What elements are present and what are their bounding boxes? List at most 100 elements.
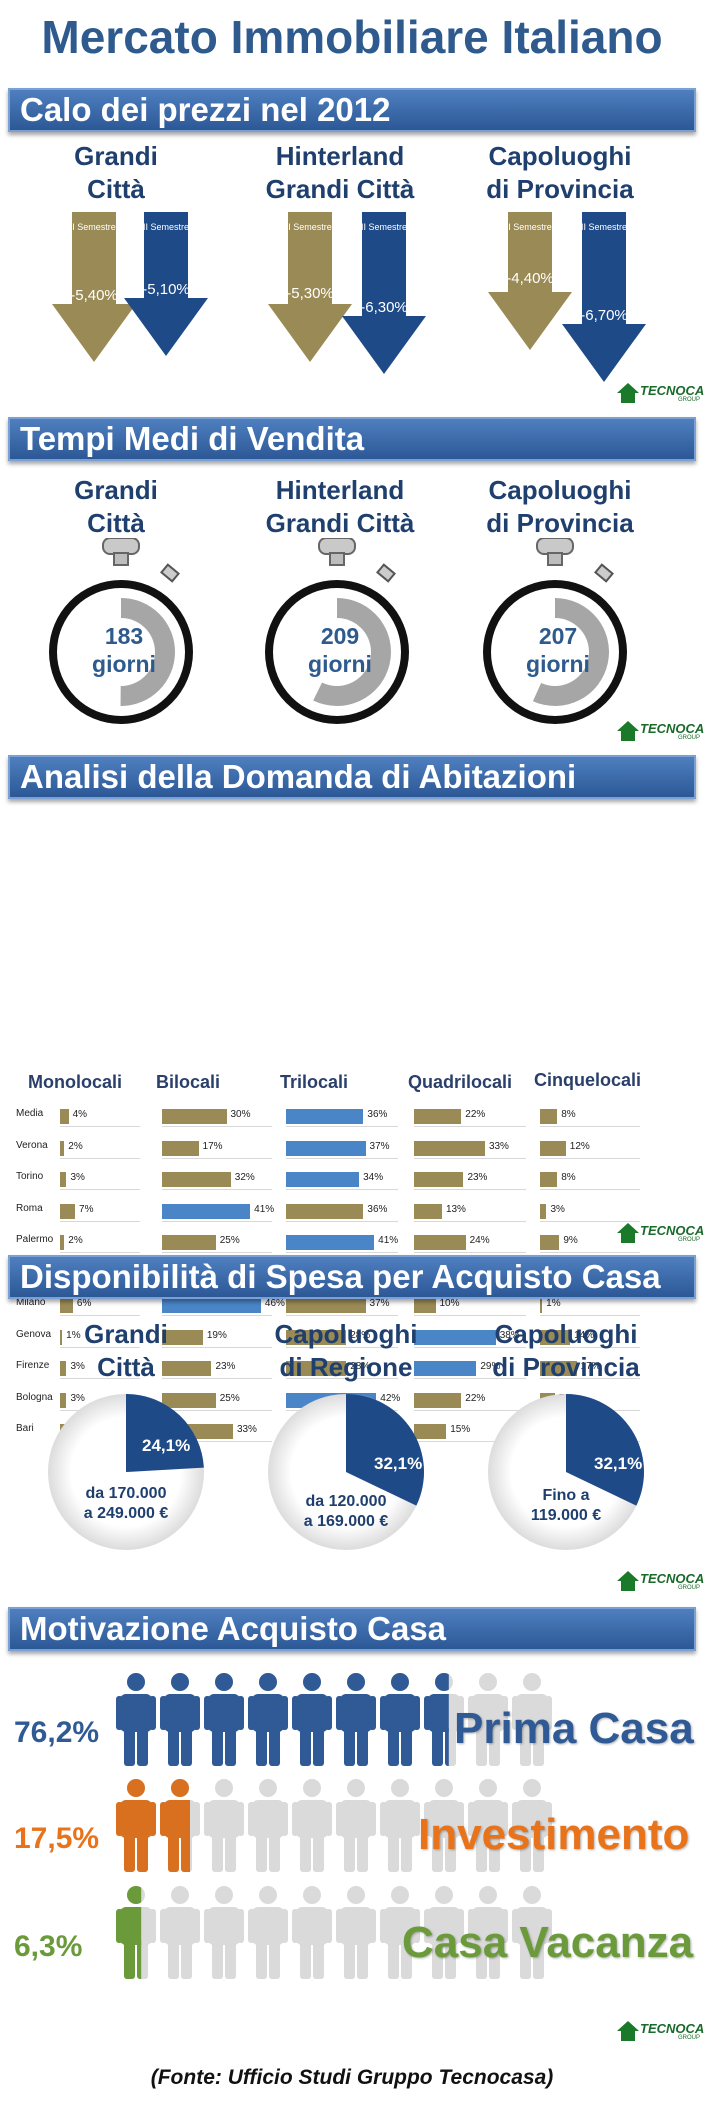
tecnocasa-logo: TECNOCASAGROUP [616, 718, 704, 744]
prezzi-g1-s2-arrow [124, 212, 208, 356]
domanda-bar-label: 3% [550, 1203, 565, 1215]
domanda-city-label: Bari [16, 1423, 34, 1434]
motivazione-investimento-percent: 17,5% [14, 1822, 100, 1855]
prezzi-g3-s1-label: I Semestre [508, 222, 552, 232]
domanda-city-label: Genova [16, 1328, 52, 1340]
domanda-bar-label: 9% [563, 1235, 578, 1246]
domanda-bar [162, 1109, 227, 1124]
domanda-bar-label: 42% [380, 1392, 401, 1404]
domanda-bar-label: 6% [76, 1298, 92, 1309]
person-icon [424, 1673, 464, 1766]
prezzi-g1-s1-value: -5,40% [70, 287, 118, 304]
prezzi-g3-s1-arrow [488, 212, 572, 350]
domanda-bar [540, 1235, 560, 1250]
domanda-row-track [540, 1189, 640, 1190]
domanda-bar [540, 1172, 558, 1187]
domanda-bar-label: 17% [580, 1361, 601, 1372]
spesa-g1-percent: 24,1% [142, 1436, 191, 1455]
domanda-bar [414, 1203, 442, 1219]
domanda-row-track [540, 1126, 640, 1127]
person-icon [116, 1886, 156, 1979]
domanda-bar [414, 1298, 436, 1313]
motivazione-prima-label: Prima Casa [454, 1704, 694, 1753]
domanda-bar-label: 25% [219, 1392, 240, 1404]
spesa-pie-3 [488, 1394, 644, 1550]
stopwatch-icon [265, 538, 409, 724]
domanda-category-label: Cinquelocali [534, 1070, 642, 1090]
domanda-city-label: Bologna [16, 1391, 53, 1403]
domanda-bar-label: 23% [215, 1361, 236, 1372]
domanda-row-track [540, 1346, 640, 1348]
person-icon [248, 1673, 288, 1766]
domanda-bar [414, 1329, 496, 1345]
domanda-bar-label: 10% [439, 1298, 460, 1309]
domanda-category-label: Monolocali [28, 1072, 122, 1092]
domanda-bar-label: 15% [450, 1424, 471, 1435]
domanda-row-track [162, 1189, 272, 1190]
domanda-bar-label: 34% [363, 1172, 384, 1183]
domanda-row-track [60, 1126, 140, 1127]
house-logo-icon [617, 721, 639, 741]
domanda-row-track [162, 1409, 272, 1411]
domanda-bar [540, 1109, 558, 1124]
domanda-row-track [540, 1378, 640, 1379]
domanda-bar-label: 8% [561, 1109, 576, 1120]
domanda-bar-label: 29% [480, 1361, 501, 1372]
motivazione-investimento-label: Investimento [418, 1810, 690, 1859]
tempi-g3-days: 207 giorni [526, 623, 590, 677]
prezzi-g2-s1-arrow [268, 212, 352, 362]
domanda-row-track [414, 1441, 526, 1442]
person-icon [292, 1673, 332, 1766]
domanda-bar [60, 1392, 67, 1408]
domanda-city-label: Media [16, 1108, 44, 1119]
domanda-bar-label: 28% [350, 1329, 371, 1341]
domanda-bar [60, 1361, 67, 1376]
house-logo-icon [617, 1223, 639, 1243]
person-icon [160, 1673, 200, 1766]
domanda-bar [60, 1298, 73, 1313]
domanda-bar-label: 32% [234, 1172, 255, 1183]
domanda-bar-label: 3% [70, 1172, 85, 1183]
domanda-row-track [414, 1189, 526, 1190]
domanda-bar-label: 22% [465, 1392, 486, 1404]
domanda-bar [162, 1329, 203, 1345]
spesa-pie-2 [268, 1394, 424, 1550]
prezzi-g3-s1-value: -4,40% [506, 270, 554, 287]
stopwatch-icon [49, 538, 193, 724]
domanda-bar-label: 33% [236, 1424, 257, 1435]
spesa-group-2-title: Capoluoghi di Regione [274, 1319, 418, 1382]
prezzi-group-3-title: Capoluoghi di Provincia [486, 141, 634, 204]
section-motivazione-banner: Motivazione Acquisto Casa [8, 1607, 696, 1651]
spesa-group-1-title: Grandi Città [84, 1319, 168, 1382]
tempi-group-2-title: Hinterland Grandi Città [265, 475, 415, 538]
domanda-row-track [286, 1157, 398, 1159]
person-icon [468, 1886, 508, 1979]
person-icon [116, 1779, 156, 1872]
spesa-g2-range: da 120.000 a 169.000 € [303, 1493, 389, 1530]
house-logo-icon [617, 383, 639, 403]
domanda-bar-label: 19% [206, 1329, 227, 1341]
motivazione-prima-percent: 76,2% [14, 1716, 100, 1749]
domanda-row-track [162, 1252, 272, 1253]
domanda-city-label: Torino [16, 1171, 44, 1182]
domanda-bar [540, 1329, 571, 1345]
person-icon [512, 1886, 552, 1979]
domanda-category-label: Quadrilocali [408, 1072, 513, 1092]
domanda-bar-label: 41% [254, 1203, 275, 1215]
prezzi-group-1-title: Grandi Città [74, 141, 158, 204]
domanda-city-label: Verona [16, 1139, 48, 1151]
domanda-bar [60, 1140, 65, 1156]
domanda-bar [162, 1172, 231, 1187]
domanda-bar-label: 23% [467, 1172, 488, 1183]
domanda-category-label: Trilocali [280, 1072, 349, 1092]
section-spesa-banner: Disponibilità di Spesa per Acquisto Casa [8, 1255, 696, 1299]
person-icon [424, 1779, 464, 1872]
domanda-bar-label: 2% [68, 1140, 83, 1152]
domanda-row-track [60, 1315, 140, 1316]
domanda-bar-label: 28% [350, 1361, 371, 1372]
domanda-city-label: Palermo [16, 1234, 54, 1245]
person-icon [512, 1779, 552, 1872]
domanda-row-track [162, 1220, 272, 1222]
person-icon [116, 1673, 156, 1766]
domanda-row-track [540, 1157, 640, 1159]
